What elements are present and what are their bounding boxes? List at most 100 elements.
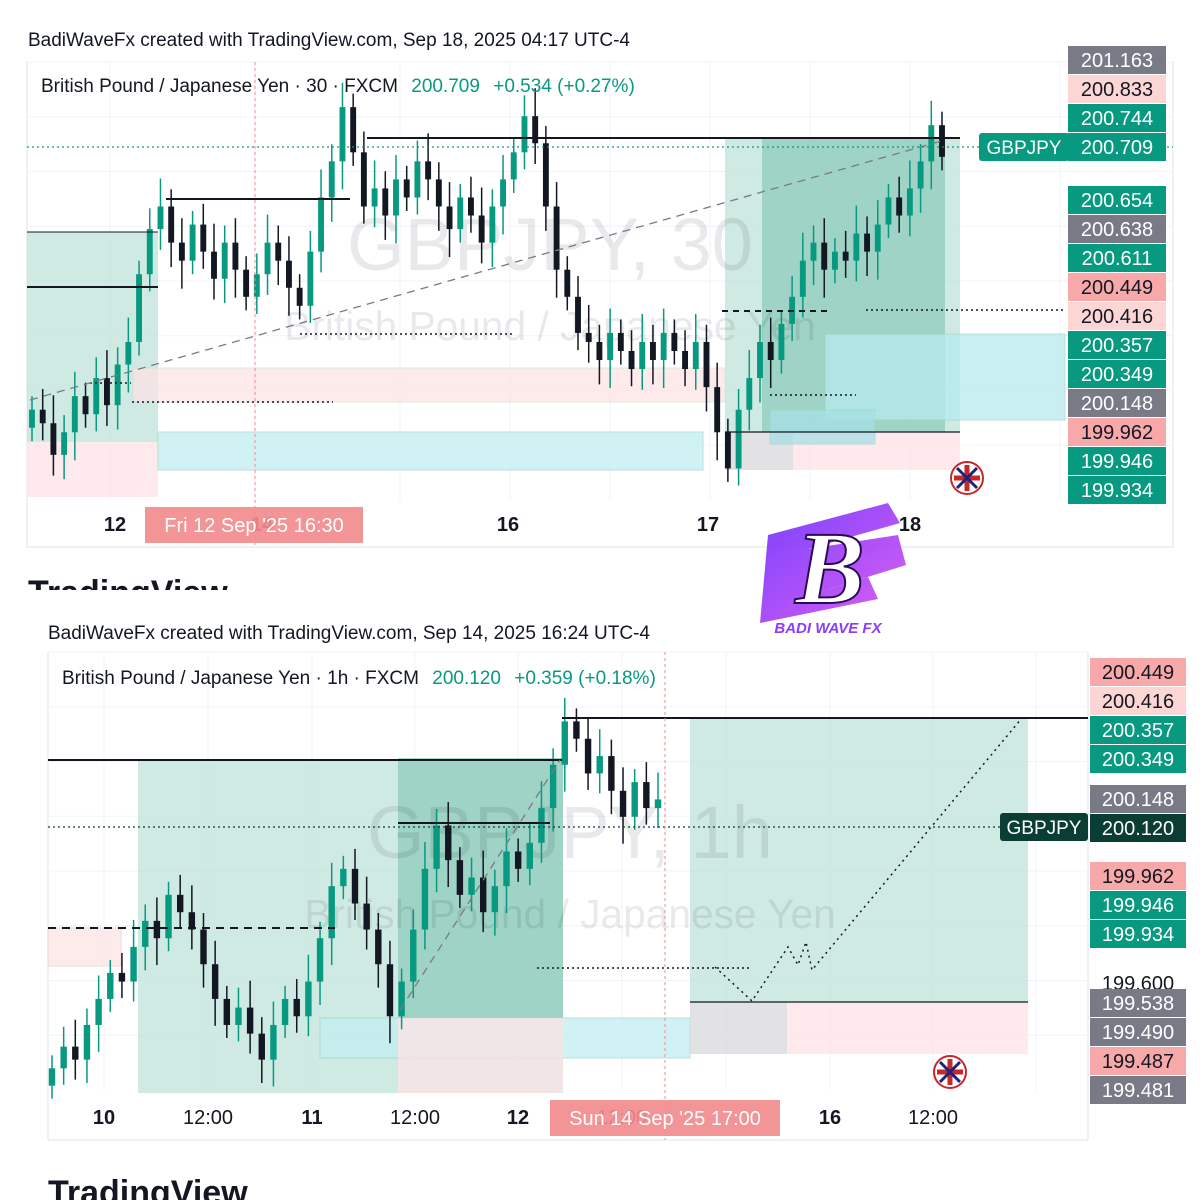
undefined-candle-body	[328, 886, 335, 939]
bottom-credit: BadiWaveFx created with TradingView.com,…	[48, 623, 650, 644]
undefined-price-label: 199.481	[1102, 1080, 1174, 1102]
undefined-price-label: 199.946	[1102, 895, 1174, 917]
undefined-trade-profit-zone	[690, 718, 1028, 1002]
undefined-stop-zone-left	[398, 1018, 563, 1093]
undefined-candle-body	[165, 894, 172, 939]
undefined-candle-body	[617, 332, 624, 351]
undefined-candle-body	[799, 260, 806, 297]
undefined-candle-body	[479, 877, 487, 913]
undefined-candle-body	[118, 972, 126, 982]
undefined-x-tick: 16	[497, 514, 519, 536]
undefined-candle-body	[375, 929, 382, 965]
undefined-candle-body	[398, 981, 405, 1017]
undefined-price-label: 199.934	[1102, 924, 1174, 946]
undefined-candle-body	[746, 378, 753, 410]
undefined-candle-body	[328, 161, 335, 198]
undefined-candle-body	[928, 125, 935, 162]
undefined-candle-body	[735, 409, 742, 469]
undefined-candle-body	[874, 224, 881, 252]
undefined-price-label: 200.357	[1102, 720, 1174, 742]
undefined-candle-body	[350, 107, 357, 153]
undefined-candle-body	[403, 179, 410, 198]
undefined-watermark-subtitle: British Pound / Japanese Yen	[284, 303, 816, 349]
undefined-candle-body	[532, 116, 539, 144]
undefined-candle-body	[842, 251, 849, 261]
undefined-candle-body	[660, 332, 667, 361]
undefined-candle-body	[410, 929, 417, 982]
undefined-demand-zone-right	[824, 333, 1066, 421]
badi-wave-fx-logo: B BADI WAVE FX	[748, 495, 908, 645]
undefined-candle-body	[153, 920, 161, 939]
undefined-candle-body	[692, 341, 699, 370]
undefined-candle-body	[714, 387, 721, 433]
undefined-candle-body	[60, 1046, 67, 1069]
undefined-candle-body	[48, 1068, 56, 1086]
undefined-candle-body	[211, 964, 219, 999]
undefined-candle-body	[382, 188, 389, 216]
undefined-price-label-bg	[1068, 331, 1166, 359]
top-chart-panel: BadiWaveFx created with TradingView.com,…	[0, 0, 1200, 590]
top-chart-canvas[interactable]: GBPJPY, 30 British Pound / Japanese Yen GB…	[0, 0, 1200, 590]
undefined-price-label: 199.962	[1102, 866, 1174, 888]
undefined-candle-body	[235, 1007, 242, 1025]
undefined-candle-body	[146, 229, 153, 275]
undefined-x-tick: 12	[104, 514, 126, 536]
undefined-price-label: 199.934	[1081, 480, 1153, 502]
undefined-candle-body	[906, 188, 913, 216]
undefined-candle-body	[305, 981, 312, 1017]
undefined-price-label-bg	[1090, 891, 1186, 919]
undefined-price-label-bg	[1068, 360, 1166, 388]
top-legend-symbol: British Pound / Japanese Yen · 30 · FXCM	[41, 76, 398, 97]
undefined-price-label: 200.357	[1081, 335, 1153, 357]
undefined-candle-body	[351, 868, 359, 904]
undefined-candle-body	[778, 323, 785, 361]
undefined-x-tick: 17	[697, 514, 719, 536]
undefined-candle-body	[95, 998, 102, 1025]
undefined-candle-body	[307, 251, 314, 306]
top-credit: BadiWaveFx created with TradingView.com,…	[28, 30, 630, 51]
undefined-price-label: 199.946	[1081, 451, 1153, 473]
undefined-x-tick: 11	[301, 1107, 322, 1129]
undefined-price-label-bg	[1090, 687, 1186, 715]
undefined-candle-body	[885, 197, 892, 225]
undefined-symbol-tag-text: GBPJPY	[1007, 818, 1082, 839]
undefined-candle-body	[445, 825, 452, 861]
undefined-price-label-bg	[1090, 814, 1186, 842]
undefined-price-label: 199.487	[1102, 1051, 1174, 1073]
undefined-candle-body	[103, 378, 110, 406]
undefined-candle-body	[211, 251, 217, 279]
undefined-candle-body	[596, 756, 603, 774]
bottom-chart-canvas[interactable]: GBPJPY, 1h British Pound / Japanese Yen GB…	[0, 590, 1200, 1200]
undefined-price-label-bg	[1068, 133, 1166, 161]
undefined-candle-body	[500, 179, 507, 207]
undefined-candle-body	[114, 364, 121, 406]
undefined-price-label: 200.416	[1102, 691, 1174, 713]
undefined-price-label-bg	[1090, 716, 1186, 744]
undefined-price-label-bg	[1068, 447, 1166, 475]
undefined-candle-body	[386, 964, 394, 1017]
undefined-price-label: 200.611	[1082, 248, 1153, 270]
undefined-symbol-tag-text: GBPJPY	[987, 138, 1062, 159]
undefined-price-label: 200.709	[1081, 137, 1153, 159]
undefined-left-stop-zone	[27, 442, 158, 497]
undefined-watermark-title: GBPJPY, 30	[347, 203, 753, 286]
undefined-candle-body	[61, 432, 68, 455]
undefined-candle-body	[724, 432, 731, 469]
top-legend-price: 200.709	[411, 76, 480, 97]
bottom-legend-symbol: British Pound / Japanese Yen · 1h · FXCM	[62, 668, 419, 689]
undefined-candle-body	[200, 929, 207, 965]
undefined-candle-body	[810, 242, 817, 261]
undefined-candle-body	[285, 260, 292, 288]
undefined-watermark-title: GBPJPY, 1h	[367, 791, 773, 874]
undefined-candle-body	[281, 998, 289, 1025]
undefined-candle-body	[414, 161, 421, 198]
undefined-candle-body	[514, 851, 522, 869]
undefined-candle-body	[564, 269, 571, 297]
undefined-candle-body	[896, 197, 903, 216]
undefined-candle-body	[561, 721, 568, 765]
undefined-candle-body	[425, 161, 432, 180]
undefined-candle-body	[189, 224, 196, 261]
undefined-symbol-tag	[979, 133, 1069, 161]
undefined-candle-body	[83, 1024, 91, 1060]
undefined-candle-body	[29, 409, 35, 428]
